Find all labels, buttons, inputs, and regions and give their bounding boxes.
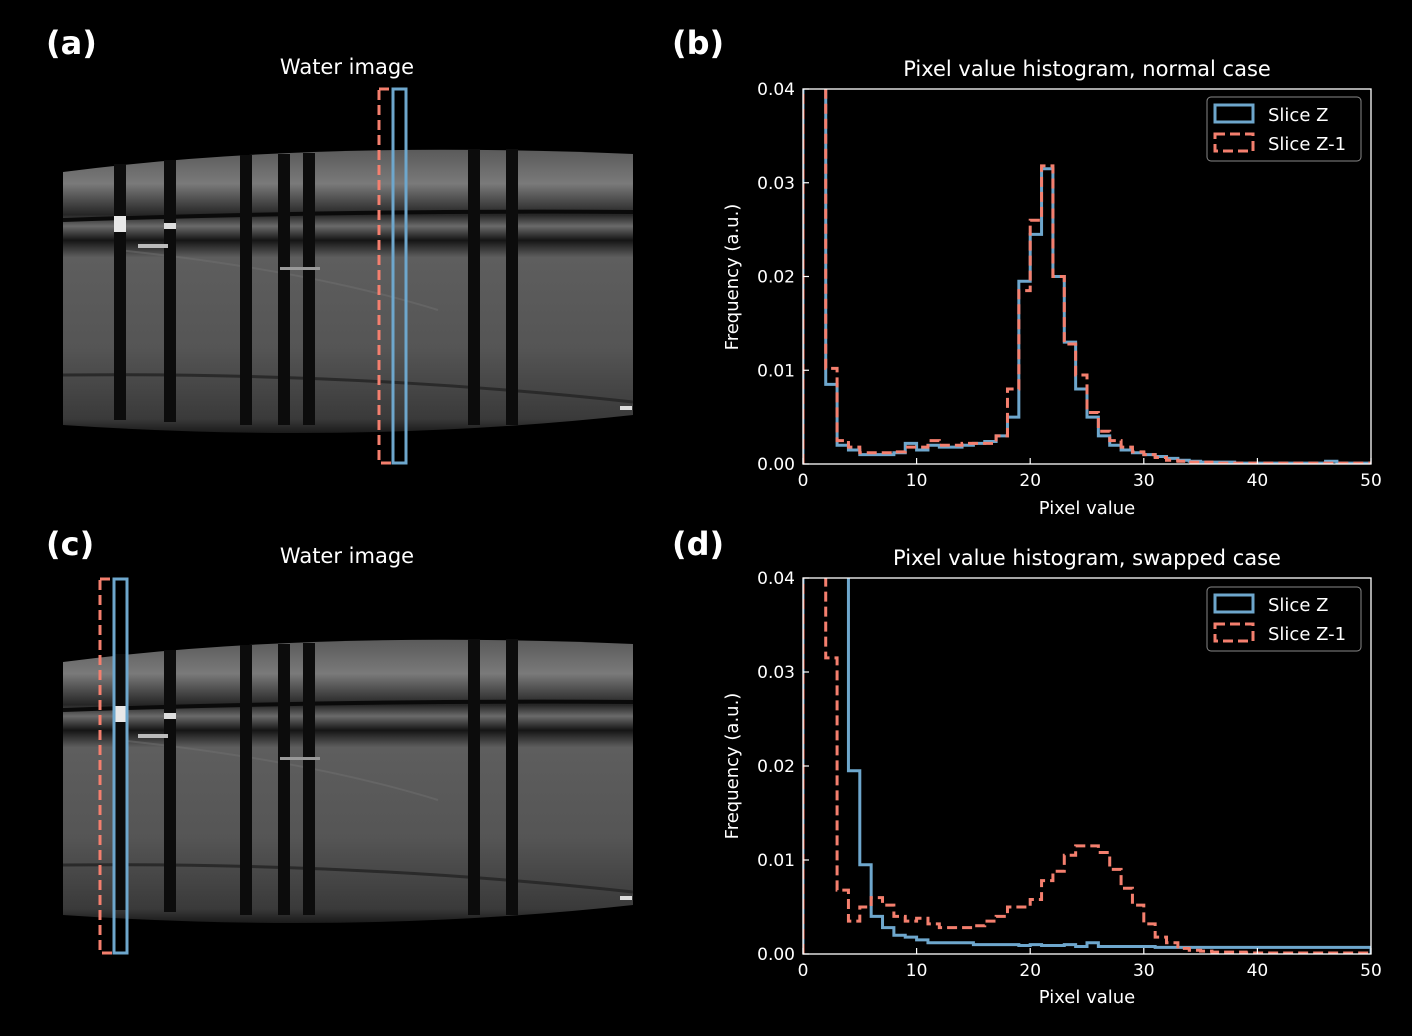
legend-swatch-slice-z1	[1213, 132, 1255, 153]
legend-label-slice-z: Slice Z	[1268, 105, 1328, 126]
series-slice-z-line	[803, 89, 1371, 464]
y-tick-label: 0.01	[757, 361, 795, 381]
legend-label-slice-z1: Slice Z-1	[1268, 624, 1346, 645]
panel-label-a: (a)	[46, 24, 97, 62]
y-tick-label: 0.02	[757, 757, 795, 777]
x-tick-label: 10	[906, 471, 928, 491]
x-tick-label: 0	[798, 961, 809, 981]
slice-z1-box-c	[98, 577, 116, 955]
legend-swatch-slice-z1	[1213, 622, 1255, 643]
y-tick-label: 0.00	[757, 455, 795, 475]
series-slice-z1-line	[803, 578, 1371, 954]
x-tick-label: 40	[1247, 961, 1269, 981]
water-image-title-c: Water image	[279, 544, 415, 568]
water-image-c	[62, 639, 634, 923]
x-tick-label: 0	[798, 471, 809, 491]
panel-label-c: (c)	[46, 525, 95, 563]
axis-ticks: 0 10 20 30 40 50 0.00 0.01 0.02 0.03 0.04	[757, 80, 1382, 491]
slice-z-box-c	[112, 577, 129, 955]
legend-label-slice-z: Slice Z	[1268, 595, 1328, 616]
x-tick-label: 40	[1247, 471, 1269, 491]
legend-swatch-slice-z	[1213, 593, 1255, 614]
panel-label-d: (d)	[672, 525, 725, 563]
panel-label-b: (b)	[672, 24, 725, 62]
y-axis-label: Frequency (a.u.)	[722, 693, 743, 840]
legend-box	[1206, 586, 1362, 652]
chart-title: Pixel value histogram, normal case	[903, 57, 1271, 81]
axis-ticks: 0 10 20 30 40 50 0.00 0.01 0.02 0.03 0.04	[757, 569, 1382, 981]
water-image-title-a: Water image	[279, 55, 415, 79]
x-tick-label: 50	[1360, 961, 1382, 981]
plot-area	[803, 578, 1371, 954]
plot-area	[803, 89, 1371, 464]
y-tick-label: 0.01	[757, 851, 795, 871]
axes-frame	[802, 577, 1372, 955]
series-slice-z1-line	[803, 89, 1371, 464]
legend-box	[1206, 96, 1362, 162]
slice-boxes-a	[377, 87, 408, 465]
x-tick-label: 30	[1133, 961, 1155, 981]
x-tick-label: 20	[1019, 961, 1041, 981]
slice-boxes-c	[98, 577, 129, 955]
chart-title: Pixel value histogram, swapped case	[893, 546, 1281, 570]
y-tick-label: 0.04	[757, 80, 795, 100]
y-tick-label: 0.03	[757, 174, 795, 194]
y-axis-label: Frequency (a.u.)	[722, 204, 743, 351]
x-tick-label: 50	[1360, 471, 1382, 491]
axes-frame	[802, 88, 1372, 465]
x-axis-label: Pixel value	[1039, 987, 1136, 1008]
x-tick-label: 10	[906, 961, 928, 981]
y-tick-label: 0.02	[757, 268, 795, 288]
series-slice-z-line	[803, 578, 1371, 954]
slice-z1-box-a	[377, 87, 395, 465]
x-tick-label: 20	[1019, 471, 1041, 491]
x-tick-label: 30	[1133, 471, 1155, 491]
y-tick-label: 0.03	[757, 663, 795, 683]
legend: Slice Z Slice Z-1	[1206, 96, 1362, 162]
slice-z-box-a	[391, 87, 408, 465]
legend-swatch-slice-z	[1213, 103, 1255, 124]
y-tick-label: 0.00	[757, 945, 795, 965]
x-axis-label: Pixel value	[1039, 498, 1136, 519]
y-tick-label: 0.04	[757, 569, 795, 589]
legend: Slice Z Slice Z-1	[1206, 586, 1362, 652]
legend-label-slice-z1: Slice Z-1	[1268, 134, 1346, 155]
water-image-a	[62, 149, 634, 433]
